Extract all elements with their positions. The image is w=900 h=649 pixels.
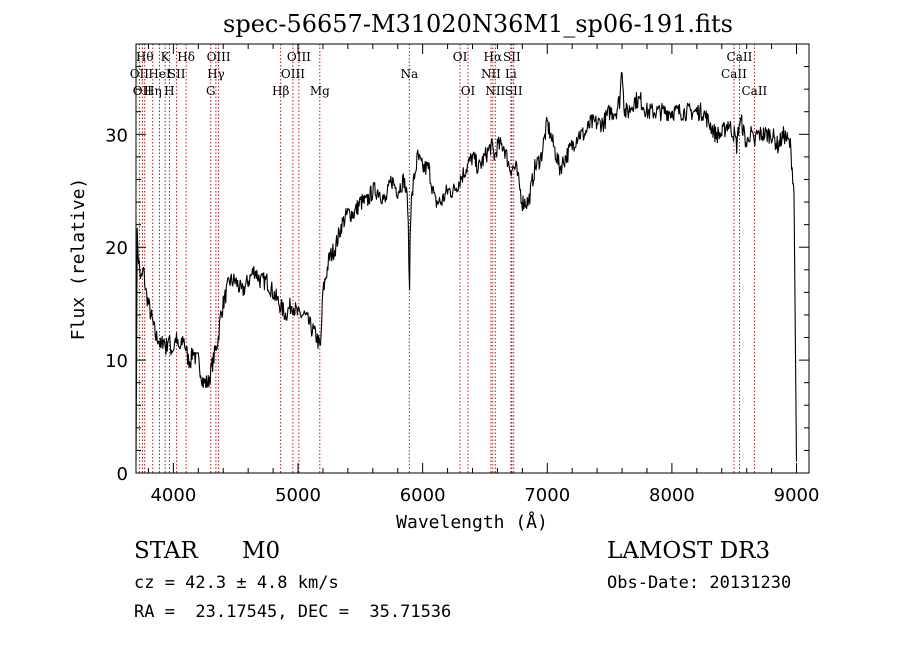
y-tick-label: 20 [105, 238, 128, 259]
plot-frame [135, 43, 810, 474]
spectral-line-label: NII [485, 84, 505, 98]
spectral-line-label: OII [130, 67, 150, 81]
spectral-line-label: SII [505, 84, 523, 98]
line-markers: OII OII Hθ Hη HeI K H SII Hδ G Hγ OIII Hβ OIII OIII Mg N… [130, 44, 768, 473]
object-class: STAR [134, 538, 198, 564]
x-tick-label: 8000 [649, 485, 695, 506]
x-axis-label: Wavelength (Å) [396, 511, 548, 533]
spectral-line-label: Hγ [207, 67, 225, 81]
spectral-line-label: OIII [207, 50, 231, 64]
spectral-line-label: OIII [281, 67, 305, 81]
coordinates: RA = 23.17545, DEC = 35.71536 [134, 602, 452, 622]
spectral-line-label: CaII [721, 67, 747, 81]
spectral-line-label: Hβ [272, 84, 289, 98]
y-tick-label: 30 [105, 125, 128, 146]
spectral-line-label: OI [453, 50, 468, 64]
spectral-line-label: CaII [727, 50, 753, 64]
spectral-line-label: Mg [310, 84, 330, 98]
spectral-line-label: G [206, 84, 216, 98]
spectral-line-label: NII [481, 67, 501, 81]
x-tick-label: 6000 [400, 485, 446, 506]
y-axis: 0 10 20 30 [105, 66, 809, 485]
spectral-subclass: M0 [242, 538, 281, 564]
spectrum-line [135, 72, 798, 462]
spectral-line-label: Hδ [177, 50, 195, 64]
x-tick-label: 5000 [275, 485, 321, 506]
x-axis: 4000 5000 6000 7000 8000 9000 [147, 44, 820, 506]
spectral-line-label: OII [133, 84, 153, 98]
spectral-line-label: Hα [484, 50, 503, 64]
chart-title: spec-56657-M31020N36M1_sp06-191.fits [223, 10, 733, 38]
spectral-line-label: SII [503, 50, 521, 64]
x-tick-label: 4000 [150, 485, 196, 506]
spectral-line-label: Hθ [136, 50, 154, 64]
spectral-line-label: OI [461, 84, 476, 98]
y-tick-label: 0 [117, 464, 128, 485]
observation-date: Obs-Date: 20131230 [607, 573, 792, 593]
x-tick-label: 7000 [524, 485, 570, 506]
spectral-line-label: Na [400, 67, 418, 81]
spectral-line-label: Li [505, 67, 517, 81]
spectral-line-label: HeI [148, 67, 171, 81]
spectral-line-label: CaII [741, 84, 767, 98]
survey-name: LAMOST DR3 [607, 538, 771, 564]
spectral-line-label: H [164, 84, 174, 98]
x-tick-label: 9000 [774, 485, 820, 506]
spectral-line-label: SII [168, 67, 186, 81]
spectral-line-label: Hη [144, 84, 162, 98]
y-axis-label: Flux (relative) [68, 178, 89, 341]
spectral-line-label: OIII [287, 50, 311, 64]
spectral-line-label: K [161, 50, 171, 64]
y-tick-label: 10 [105, 351, 128, 372]
redshift-velocity: cz = 42.3 ± 4.8 km/s [134, 573, 339, 593]
